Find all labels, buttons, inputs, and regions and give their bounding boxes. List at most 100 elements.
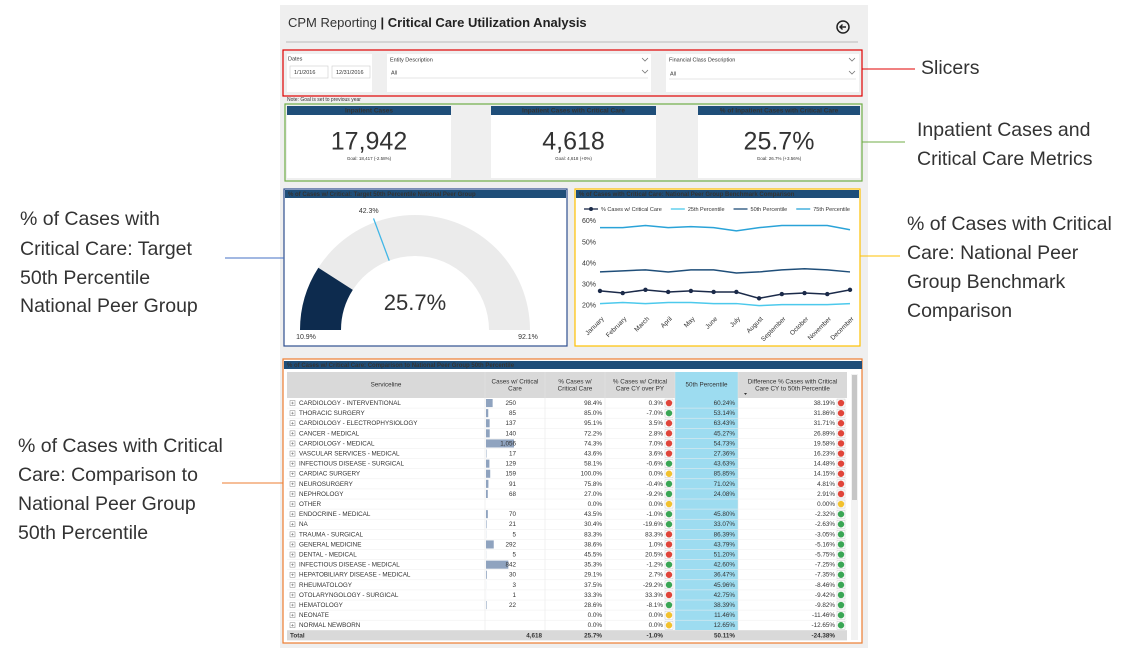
serviceline-name: NA (299, 521, 309, 528)
back-button[interactable] (836, 20, 850, 34)
header-line: Care CY over PY (616, 385, 665, 392)
table-cell: 42.60% (714, 562, 736, 569)
table-cell: 91 (509, 481, 517, 488)
table-cell: 74.3% (584, 440, 602, 447)
dropdown-chevron (848, 57, 856, 75)
date-input[interactable] (331, 65, 371, 79)
expand-plus (291, 593, 294, 597)
kpi-header (491, 106, 656, 115)
series-marker (847, 287, 853, 293)
series-marker (597, 288, 603, 294)
table-cell: -12.65% (812, 622, 836, 629)
status-icon (837, 551, 845, 558)
line-chart-panel (574, 188, 861, 347)
kpi-card (491, 106, 656, 178)
serviceline-name: CARDIOLOGY - MEDICAL (299, 440, 375, 447)
table-cell: -8.1% (647, 602, 664, 609)
serviceline-name: NEPHROLOGY (299, 491, 344, 498)
status-icon (837, 531, 845, 538)
expand-plus (291, 482, 294, 486)
percentile-column-bg (675, 372, 738, 630)
table-cell: 98.4% (584, 400, 602, 407)
total-row-bg (287, 630, 847, 641)
serviceline-name: INFECTIOUS DISEASE - SURGICAL (299, 461, 404, 468)
table-cell: 3.5% (649, 420, 664, 427)
table-cell: 43.5% (584, 511, 602, 518)
legend-label: 75th Percentile (813, 207, 850, 213)
annotation-text: 50th Percentile (20, 267, 150, 289)
table-cell: -9.2% (647, 491, 664, 498)
table-cell: 27.0% (584, 491, 602, 498)
series-line (599, 289, 851, 300)
table-cell: 0.0% (649, 622, 664, 629)
table-cell: 1.0% (649, 541, 664, 548)
series-marker (665, 289, 671, 295)
status-icon (665, 420, 673, 427)
financial-slicer[interactable] (666, 54, 859, 92)
gauge-max-label: 92.1% (518, 334, 538, 341)
header-line: Cases w/ Critical (492, 378, 539, 385)
table-cell: 24.08% (714, 491, 736, 498)
status-icon (837, 420, 845, 427)
table-cell: 2.91% (817, 491, 835, 498)
serviceline-name: TRAUMA - SURGICAL (299, 531, 364, 538)
expand-plus (291, 603, 294, 607)
status-icon (837, 460, 845, 467)
table-cell: 12.65% (714, 622, 736, 629)
table-cell: 85.85% (714, 471, 736, 478)
kpi-card (287, 106, 451, 178)
expand-plus (291, 421, 294, 425)
status-icon (665, 531, 673, 538)
entity-slicer[interactable] (387, 54, 651, 92)
expand-plus (291, 512, 294, 516)
table-cell: 33.3% (584, 592, 602, 599)
status-icon (665, 622, 673, 629)
expand-plus (291, 613, 294, 617)
status-icon (837, 470, 845, 477)
table-cell: -29.2% (643, 582, 663, 589)
table-cell: -0.6% (647, 461, 664, 468)
table-cell: 22 (509, 602, 517, 609)
status-icon (837, 430, 845, 437)
table-cell: 45.80% (714, 511, 736, 518)
date-input[interactable] (289, 65, 329, 79)
serviceline-name: RHEUMATOLOGY (299, 582, 353, 589)
table-cell: 5 (512, 552, 516, 559)
table-cell: 21 (509, 521, 517, 528)
table-cell: 83.3% (645, 531, 663, 538)
gauge-target-label: 42.3% (359, 208, 379, 215)
table-cell: 0.0% (588, 501, 603, 508)
expand-plus (291, 472, 294, 476)
status-icon (837, 500, 845, 508)
status-icon (665, 581, 673, 589)
table-cell: 0.3% (649, 400, 664, 407)
kpi-goal: Goal: 26.7% (+3.56%) (757, 156, 802, 161)
annotation-text: % of Cases with Critical (18, 435, 223, 457)
panel-title-bar (576, 190, 859, 198)
status-icon (837, 611, 845, 619)
status-icon (665, 571, 673, 578)
annotation-text: Care: Comparison to (18, 464, 198, 486)
kpi-title: Inpatient Cases with Critical Care (522, 108, 625, 115)
table-cell: 35.3% (584, 562, 602, 569)
scrollbar-thumb[interactable] (852, 375, 857, 500)
table-cell: 1 (512, 592, 516, 599)
status-icon (665, 541, 673, 548)
serviceline-name: OTHER (299, 501, 321, 508)
table-cell: -7.35% (815, 572, 835, 579)
status-icon (665, 561, 673, 568)
status-icon (665, 470, 673, 477)
status-icon (837, 601, 845, 609)
report-header: CPM Reporting | Critical Care Utilizatio… (288, 15, 587, 30)
total-label: Total (290, 632, 305, 639)
expand-plus (291, 573, 294, 577)
slicer-label: Dates (288, 56, 303, 62)
status-icon (665, 440, 673, 447)
series-marker (688, 288, 694, 294)
serviceline-name: CARDIOLOGY - ELECTROPHYSIOLOGY (299, 420, 418, 427)
legend-label: % Cases w/ Critical Care (601, 207, 662, 213)
series-marker (643, 287, 648, 293)
cases-bar (486, 560, 509, 569)
series-marker (825, 291, 830, 297)
table-cell: 63.43% (714, 420, 736, 427)
